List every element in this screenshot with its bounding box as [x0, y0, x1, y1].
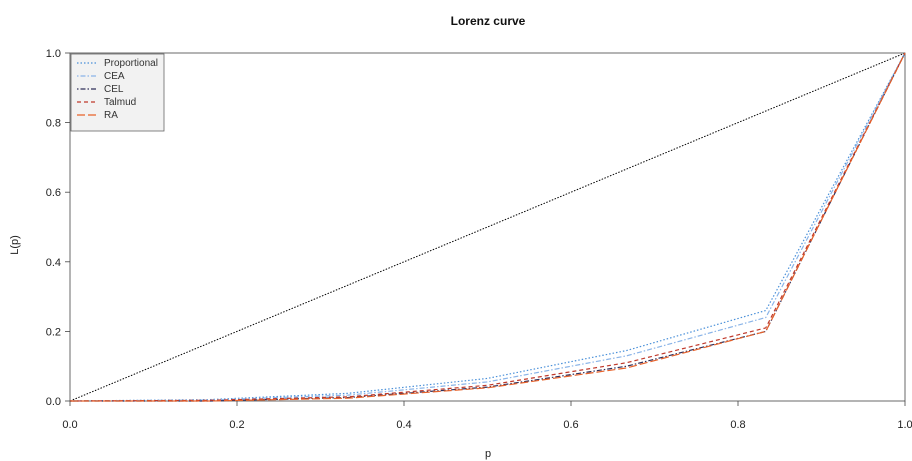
legend-label: RA: [104, 110, 118, 121]
legend-label: Proportional: [104, 58, 158, 69]
legend-label: Talmud: [104, 97, 136, 108]
series-layer: [69, 52, 906, 402]
series-line-talmud: [69, 52, 906, 402]
y-tick-label: 0.0: [46, 396, 61, 408]
series-line-cea: [69, 52, 906, 402]
y-tick-label: 0.8: [46, 118, 61, 130]
x-tick-label: 0.4: [396, 419, 411, 431]
y-axis-ticks: 0.0 0.2 0.4 0.6 0.8 1.0: [46, 48, 70, 408]
x-tick-label: 0.2: [229, 419, 244, 431]
x-tick-label: 0.6: [563, 419, 578, 431]
legend-label: CEL: [104, 84, 124, 95]
x-tick-label: 1.0: [897, 419, 912, 431]
y-tick-label: 1.0: [46, 48, 61, 60]
legend: Proportional CEA CEL Talmud RA: [70, 53, 165, 132]
x-tick-label: 0.8: [730, 419, 745, 431]
x-axis-title: p: [485, 448, 491, 460]
equality-line: [69, 52, 906, 402]
legend-label: CEA: [104, 71, 125, 82]
y-tick-label: 0.2: [46, 326, 61, 338]
x-tick-label: 0.0: [62, 419, 77, 431]
y-axis-title: L(p): [9, 235, 21, 255]
series-line-cel: [70, 52, 906, 402]
x-axis-ticks: 0.0 0.2 0.4 0.6 0.8 1.0: [62, 401, 912, 431]
series-line-ra: [70, 52, 906, 402]
plot-area: [69, 52, 906, 402]
legend-box: [70, 53, 165, 132]
plot-frame: [69, 52, 906, 402]
chart-title: Lorenz curve: [451, 14, 526, 28]
y-tick-label: 0.6: [46, 187, 61, 199]
y-tick-label: 0.4: [46, 257, 61, 269]
reference-line-layer: [69, 52, 906, 402]
